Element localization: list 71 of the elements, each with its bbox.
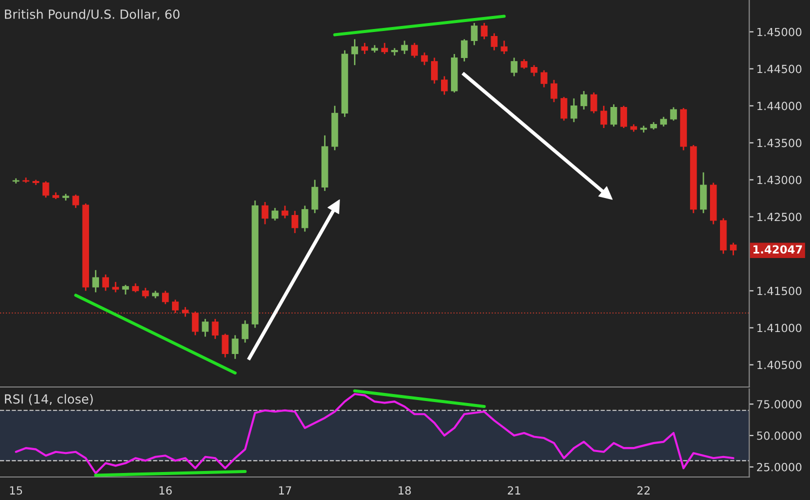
- candlestick: [381, 42, 388, 55]
- candlestick: [490, 32, 498, 52]
- candlestick: [530, 64, 538, 77]
- y-tick-label: 1.43500: [757, 138, 802, 148]
- candlestick: [580, 90, 588, 110]
- y-tick-label: 1.44000: [757, 102, 802, 110]
- candlestick: [470, 22, 478, 46]
- y-tick-label: 50.0000: [757, 431, 802, 440]
- candlestick: [550, 79, 558, 103]
- candlestick: [102, 274, 109, 292]
- candlestick: [600, 105, 608, 129]
- candlestick: [282, 205, 288, 219]
- x-tick-label: 15: [10, 486, 22, 495]
- candlestick: [620, 105, 628, 129]
- candlestick: [590, 92, 598, 114]
- y-tick-label: 1.45000: [757, 28, 802, 36]
- text: 1.42047: [754, 245, 802, 254]
- y-tick-label: 1.41500: [757, 286, 802, 296]
- x-tick-label: 18: [398, 486, 411, 495]
- x-tick-label: 17: [279, 486, 292, 494]
- candlestick: [172, 298, 179, 314]
- y-tick-label: 1.42500: [757, 212, 802, 222]
- candlestick: [112, 281, 119, 293]
- candlestick: [411, 42, 418, 58]
- candlestick: [222, 333, 229, 358]
- candlestick: [660, 116, 667, 128]
- candlestick: [540, 70, 548, 88]
- y-tick-label: 75.0000: [757, 400, 802, 408]
- candlestick: [292, 210, 298, 234]
- candlestick: [441, 76, 448, 96]
- candlestick: [361, 42, 368, 55]
- candlestick: [272, 207, 278, 222]
- candlestick: [311, 179, 318, 214]
- candlestick: [401, 40, 408, 55]
- y-tick-label: 1.43000: [757, 176, 802, 184]
- candlestick: [560, 96, 568, 122]
- candlestick: [242, 320, 248, 344]
- x-tick-label: 21: [508, 486, 520, 494]
- candlestick: [460, 38, 468, 62]
- candlestick: [72, 194, 80, 209]
- y-tick-label: 1.44500: [757, 64, 802, 74]
- candlestick: [302, 205, 308, 232]
- candlestick: [421, 52, 428, 66]
- candlestick: [202, 318, 209, 338]
- y-tick-label: 25.0000: [757, 462, 802, 472]
- candlestick: [122, 284, 129, 296]
- x-tick-label: 16: [160, 486, 172, 495]
- y-tick-label: 1.41000: [757, 324, 802, 332]
- candlestick: [212, 318, 219, 340]
- candlestick: [480, 22, 488, 40]
- x-tick-label: 22: [637, 486, 650, 494]
- chart-title: RSI (14, close): [4, 394, 93, 406]
- candlestick: [182, 306, 189, 318]
- candlestick: [570, 98, 578, 123]
- candlestick: [520, 58, 528, 70]
- candlestick: [232, 334, 239, 360]
- text: British Pound/U.S. Dollar, 60: [4, 9, 180, 20]
- candlestick: [730, 242, 737, 256]
- candlestick: [192, 310, 199, 336]
- candlestick: [610, 104, 618, 128]
- candlestick: [162, 290, 169, 305]
- candlestick: [351, 38, 358, 66]
- candlestick: [42, 180, 50, 198]
- candlestick: [510, 57, 518, 77]
- candlestick: [92, 269, 100, 293]
- candlestick: [670, 106, 677, 122]
- candlestick: [500, 40, 508, 55]
- candlestick: [142, 287, 149, 299]
- y-tick-label: 1.40500: [757, 360, 802, 370]
- candlestick: [262, 201, 268, 225]
- candlestick: [431, 57, 438, 84]
